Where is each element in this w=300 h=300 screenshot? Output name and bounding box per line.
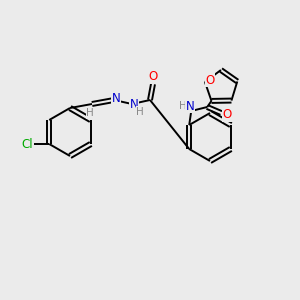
Text: N: N xyxy=(186,100,195,112)
Text: H: H xyxy=(86,108,94,118)
Text: O: O xyxy=(148,70,158,83)
Text: H: H xyxy=(136,107,144,117)
Text: O: O xyxy=(205,74,214,86)
Text: O: O xyxy=(223,109,232,122)
Text: H: H xyxy=(179,101,187,111)
Text: Cl: Cl xyxy=(21,137,33,151)
Text: N: N xyxy=(130,98,138,112)
Text: N: N xyxy=(112,92,120,106)
